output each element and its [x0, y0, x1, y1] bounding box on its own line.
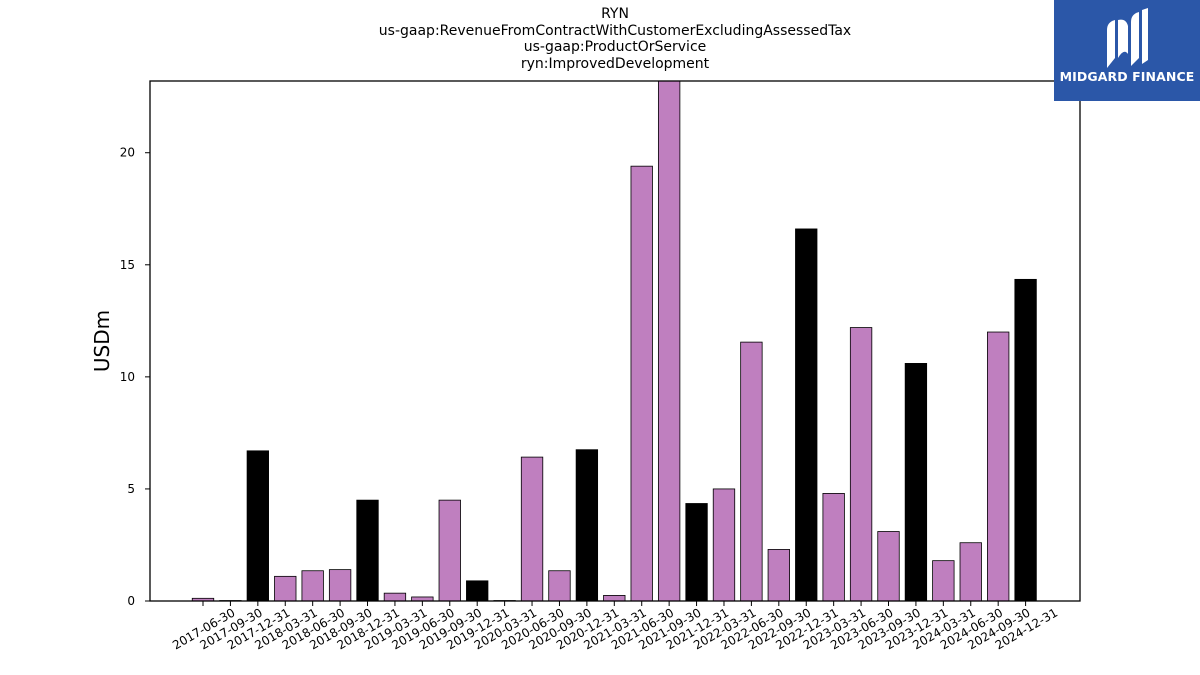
- bar-2024-06-30: [959, 542, 982, 602]
- title-ticker: RYN: [601, 6, 629, 22]
- midgard-finance-logo: MIDGARD FINANCE: [1054, 0, 1200, 101]
- bar-2024-09-30: [987, 331, 1010, 602]
- x-axis: 2017-06-302017-09-302017-12-312018-03-31…: [170, 601, 1060, 652]
- y-tick-label: 0: [127, 594, 135, 608]
- y-tick-label: 20: [120, 146, 135, 160]
- bar-2024-12-31: [1014, 278, 1037, 602]
- plot-frame: [149, 80, 1081, 602]
- title-axis: us-gaap:ProductOrService: [523, 39, 707, 55]
- bar-2022-09-30: [767, 549, 790, 602]
- bars-group: [191, 80, 1037, 602]
- logo-text: MIDGARD FINANCE: [1059, 69, 1195, 84]
- bar-2022-06-30: [740, 341, 763, 602]
- bar-2024-03-31: [932, 560, 955, 602]
- midgard-logo-icon: [1107, 8, 1148, 68]
- bar-2021-09-30: [657, 80, 681, 602]
- y-tick-label: 10: [120, 370, 135, 384]
- bar-2019-09-30: [438, 499, 461, 602]
- title-member: ryn:ImprovedDevelopment: [520, 55, 710, 72]
- bar-2018-06-30: [301, 570, 324, 602]
- bar-2017-12-31: [246, 450, 269, 602]
- bar-2020-12-31: [575, 449, 599, 602]
- chart-title: RYN us-gaap:RevenueFromContractWithCusto…: [150, 6, 1080, 72]
- bar-2023-06-30: [849, 327, 873, 602]
- y-tick-label: 15: [120, 258, 135, 272]
- y-axis: 0 5 10 15 20: [120, 146, 150, 608]
- bar-2021-12-31: [685, 503, 708, 602]
- bar-2018-03-31: [274, 575, 297, 602]
- bar-2019-12-31: [466, 580, 489, 602]
- bar-2018-12-31: [356, 499, 379, 602]
- bar-2018-09-30: [328, 569, 352, 602]
- bar-2020-09-30: [548, 570, 571, 602]
- bar-2022-12-31: [795, 228, 818, 602]
- y-tick-label: 5: [127, 482, 135, 496]
- title-concept: us-gaap:RevenueFromContractWithCustomerE…: [378, 22, 852, 39]
- bar-2023-03-31: [822, 493, 845, 602]
- y-axis-label: USDm: [90, 310, 114, 372]
- bar-2023-12-31: [904, 363, 928, 602]
- bar-2022-03-31: [712, 488, 736, 602]
- bar-2020-06-30: [520, 456, 544, 602]
- bar-2019-03-31: [383, 592, 407, 602]
- bar-2021-06-30: [630, 165, 653, 602]
- bar-2021-03-31: [603, 595, 626, 602]
- bar-2023-09-30: [877, 531, 900, 602]
